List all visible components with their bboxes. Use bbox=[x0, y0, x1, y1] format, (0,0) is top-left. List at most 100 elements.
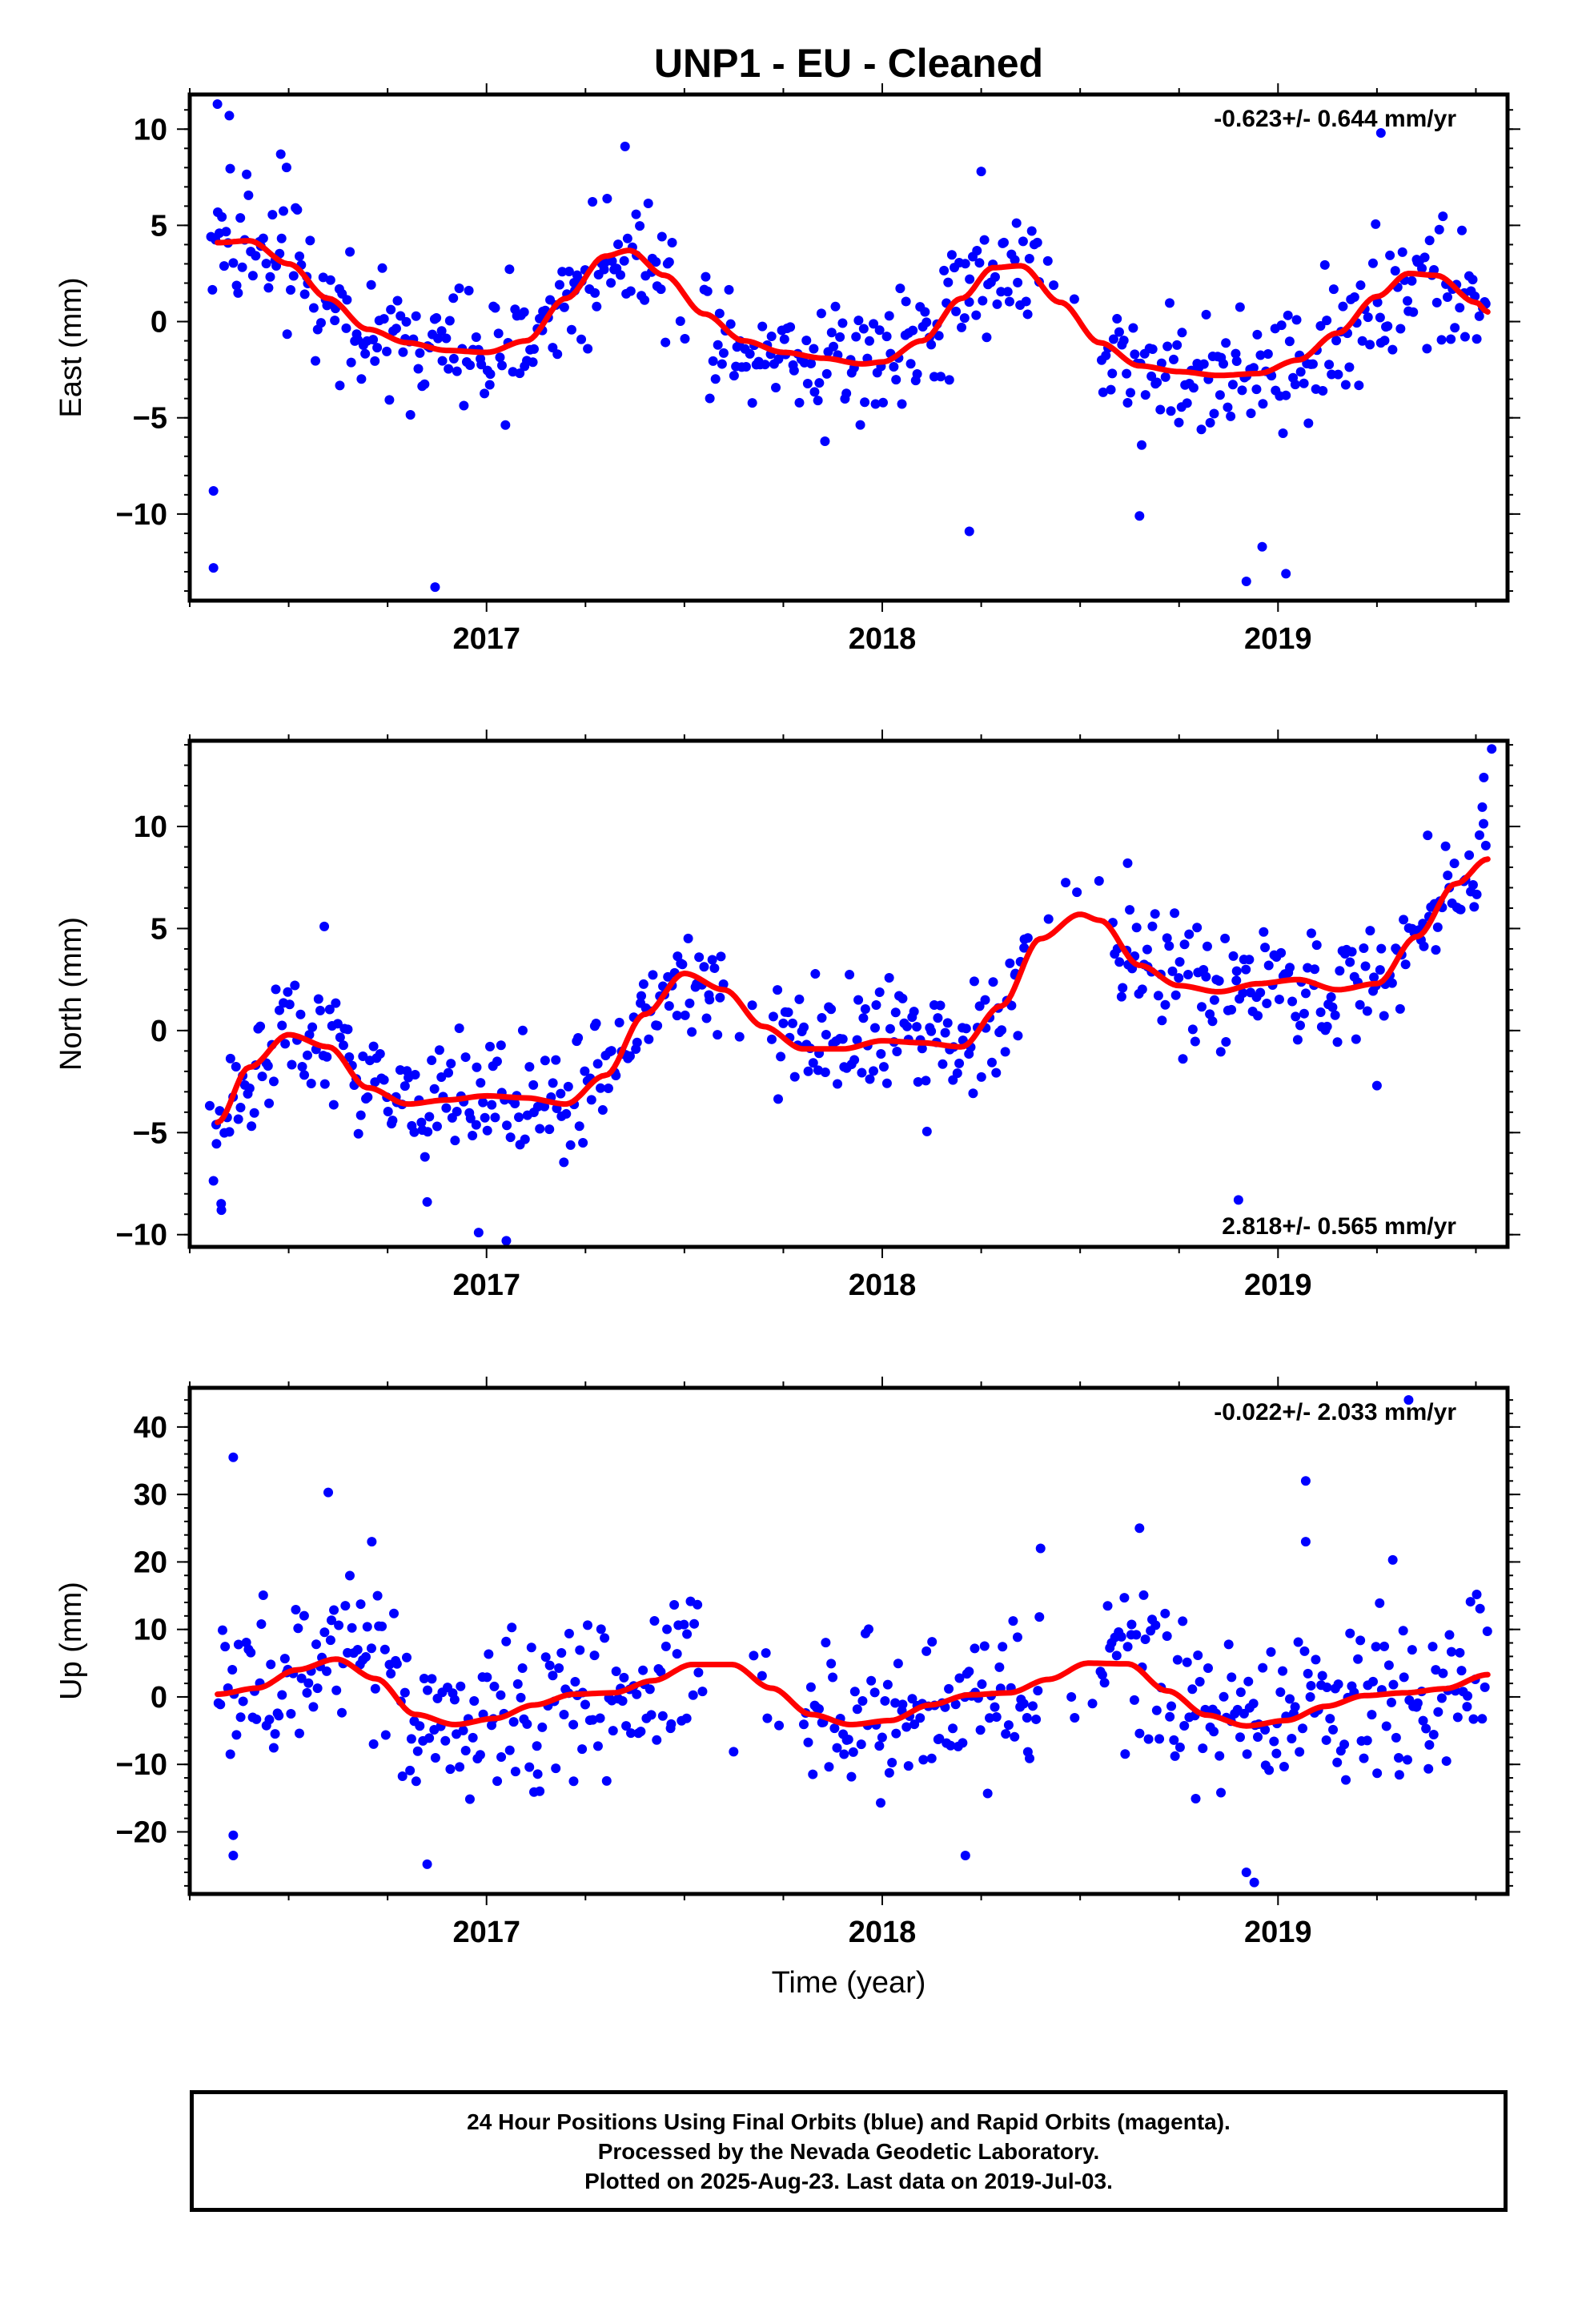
data-point bbox=[866, 1675, 877, 1686]
data-point bbox=[625, 286, 636, 296]
data-point bbox=[624, 1051, 635, 1061]
data-point bbox=[852, 1035, 862, 1045]
outlier-point bbox=[1300, 1476, 1311, 1486]
data-point bbox=[1328, 1724, 1339, 1735]
data-point bbox=[1475, 1603, 1485, 1614]
outlier-point bbox=[208, 563, 219, 573]
data-point bbox=[632, 1689, 642, 1699]
outlier-point bbox=[228, 1830, 239, 1840]
data-point bbox=[1472, 889, 1482, 899]
data-point bbox=[1000, 1047, 1010, 1057]
data-point bbox=[1069, 294, 1079, 304]
data-point bbox=[1033, 1686, 1043, 1696]
data-point bbox=[803, 1737, 813, 1747]
data-point bbox=[448, 353, 459, 364]
data-point bbox=[766, 331, 777, 341]
data-point bbox=[233, 287, 243, 298]
data-point bbox=[448, 293, 459, 304]
data-point bbox=[322, 1666, 332, 1676]
data-point bbox=[717, 359, 727, 369]
data-point bbox=[436, 326, 447, 336]
data-point bbox=[656, 1667, 666, 1677]
outlier-point bbox=[216, 1205, 227, 1216]
data-point bbox=[891, 1728, 901, 1739]
data-point bbox=[794, 994, 805, 1004]
data-point bbox=[891, 375, 901, 385]
data-point bbox=[1011, 218, 1022, 228]
data-point bbox=[1423, 830, 1433, 841]
data-point bbox=[475, 1750, 485, 1760]
rate-label: -0.623+/- 0.644 mm/yr bbox=[1214, 106, 1456, 132]
data-point bbox=[954, 1673, 965, 1683]
data-point bbox=[588, 1715, 598, 1725]
data-point bbox=[1182, 1657, 1192, 1667]
data-point bbox=[1165, 1711, 1175, 1722]
data-point bbox=[1001, 1729, 1011, 1739]
data-point bbox=[998, 1642, 1008, 1652]
data-point bbox=[1022, 309, 1033, 320]
data-point bbox=[368, 1739, 379, 1749]
data-point bbox=[227, 1665, 238, 1675]
data-point bbox=[1162, 933, 1172, 943]
data-point bbox=[864, 336, 874, 346]
data-point bbox=[1290, 1702, 1300, 1712]
data-point bbox=[881, 1078, 892, 1088]
data-point bbox=[1003, 1720, 1014, 1731]
data-point bbox=[1402, 1755, 1412, 1765]
data-point bbox=[1440, 841, 1451, 851]
data-point bbox=[444, 316, 455, 326]
data-point bbox=[1010, 255, 1020, 265]
data-point bbox=[890, 1007, 901, 1018]
data-point bbox=[1355, 1635, 1366, 1646]
data-point bbox=[559, 302, 569, 312]
data-point bbox=[681, 1713, 692, 1723]
data-point bbox=[606, 278, 616, 288]
data-point bbox=[1147, 921, 1158, 931]
data-point bbox=[1284, 336, 1295, 347]
data-point bbox=[311, 1639, 321, 1650]
data-point bbox=[1278, 428, 1288, 439]
data-point bbox=[379, 314, 389, 324]
data-point bbox=[972, 246, 982, 256]
data-point bbox=[1283, 310, 1293, 320]
data-point bbox=[1279, 1762, 1289, 1772]
data-point bbox=[699, 962, 709, 972]
data-point bbox=[708, 356, 718, 366]
data-point bbox=[644, 1034, 654, 1044]
data-point bbox=[1221, 338, 1231, 348]
data-point bbox=[979, 1641, 990, 1651]
data-point bbox=[322, 1051, 332, 1062]
data-point bbox=[576, 334, 587, 344]
data-point bbox=[607, 256, 617, 267]
data-point bbox=[1022, 933, 1033, 943]
data-point bbox=[1315, 321, 1326, 332]
data-point bbox=[874, 325, 885, 336]
data-point bbox=[1238, 988, 1248, 999]
data-point bbox=[1182, 398, 1192, 408]
data-point bbox=[1290, 380, 1300, 390]
data-point bbox=[295, 251, 305, 261]
data-point bbox=[1422, 344, 1432, 354]
data-point bbox=[1094, 875, 1104, 886]
data-point bbox=[358, 1051, 368, 1061]
data-point bbox=[853, 995, 864, 1005]
data-point bbox=[1464, 850, 1475, 860]
data-point bbox=[1444, 1630, 1455, 1640]
x-tick-label: 2019 bbox=[1244, 622, 1312, 656]
data-point bbox=[247, 271, 258, 281]
data-point bbox=[826, 1004, 837, 1015]
data-point bbox=[939, 265, 950, 275]
data-point bbox=[881, 332, 892, 342]
data-point bbox=[524, 1762, 535, 1772]
data-point bbox=[277, 1020, 287, 1031]
data-point bbox=[1306, 1680, 1316, 1691]
data-point bbox=[360, 1652, 371, 1663]
data-point bbox=[1395, 1003, 1405, 1014]
data-point bbox=[1442, 292, 1452, 302]
data-point bbox=[415, 348, 425, 358]
data-point bbox=[413, 364, 424, 374]
data-point bbox=[1253, 1011, 1263, 1021]
data-point bbox=[1369, 972, 1379, 983]
data-point bbox=[926, 1753, 937, 1763]
data-point bbox=[504, 264, 515, 275]
